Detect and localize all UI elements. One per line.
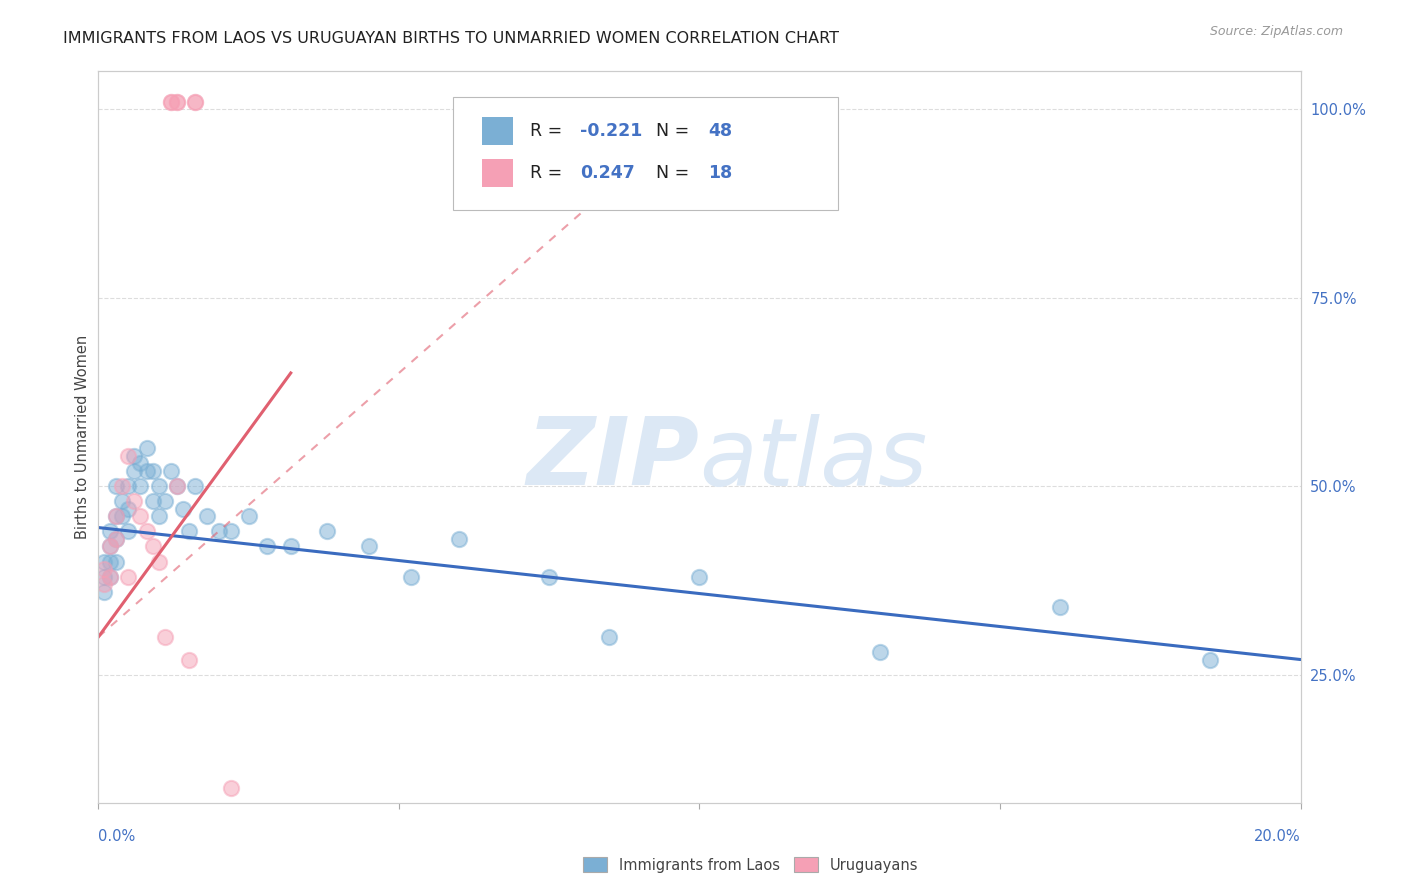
Text: atlas: atlas: [700, 414, 928, 505]
Point: [100, 540, 122, 554]
Text: Uruguayans: Uruguayans: [830, 858, 918, 872]
Point: [538, 569, 561, 583]
Point: [195, 509, 218, 524]
Text: 18: 18: [707, 164, 733, 182]
FancyBboxPatch shape: [453, 97, 838, 211]
Point: [159, 95, 181, 109]
Text: N =: N =: [657, 164, 695, 182]
Point: [399, 569, 422, 583]
Point: [117, 501, 139, 516]
Point: [100, 554, 122, 568]
Point: [93, 569, 115, 583]
Point: [148, 554, 170, 568]
Point: [111, 494, 134, 508]
Point: [177, 652, 200, 666]
Point: [166, 95, 188, 109]
Point: [166, 479, 188, 493]
Point: [135, 524, 157, 539]
Text: 48: 48: [707, 121, 733, 140]
Text: ZIP: ZIP: [527, 413, 700, 505]
Point: [208, 524, 231, 539]
Point: [124, 494, 146, 508]
Point: [93, 584, 115, 599]
Point: [124, 449, 146, 463]
Point: [148, 479, 170, 493]
Point: [124, 464, 146, 478]
Point: [100, 540, 122, 554]
Text: 0.247: 0.247: [581, 164, 636, 182]
Point: [357, 540, 380, 554]
Point: [172, 501, 194, 516]
Point: [177, 524, 200, 539]
Point: [135, 464, 157, 478]
Point: [105, 554, 128, 568]
Text: R =: R =: [530, 164, 568, 182]
Point: [153, 630, 176, 644]
Text: -0.221: -0.221: [581, 121, 643, 140]
Point: [141, 540, 163, 554]
Point: [447, 532, 470, 546]
Point: [689, 569, 711, 583]
Point: [153, 494, 176, 508]
Point: [183, 479, 205, 493]
Point: [166, 95, 188, 109]
Point: [129, 457, 152, 471]
Text: IMMIGRANTS FROM LAOS VS URUGUAYAN BIRTHS TO UNMARRIED WOMEN CORRELATION CHART: IMMIGRANTS FROM LAOS VS URUGUAYAN BIRTHS…: [63, 31, 839, 46]
Point: [135, 442, 157, 456]
Point: [111, 479, 134, 493]
FancyBboxPatch shape: [482, 117, 513, 145]
FancyBboxPatch shape: [482, 159, 513, 187]
Point: [105, 479, 128, 493]
Point: [141, 494, 163, 508]
Text: Source: ZipAtlas.com: Source: ZipAtlas.com: [1209, 25, 1343, 38]
Text: N =: N =: [657, 121, 695, 140]
Point: [117, 569, 139, 583]
Point: [219, 780, 242, 795]
Point: [159, 464, 181, 478]
Point: [1049, 599, 1071, 614]
Point: [183, 95, 205, 109]
Point: [129, 479, 152, 493]
Point: [93, 577, 115, 591]
Point: [159, 95, 181, 109]
Point: [100, 524, 122, 539]
Text: Immigrants from Laos: Immigrants from Laos: [619, 858, 780, 872]
Point: [117, 479, 139, 493]
Point: [100, 569, 122, 583]
Point: [117, 449, 139, 463]
Point: [105, 532, 128, 546]
Point: [598, 630, 620, 644]
Point: [183, 95, 205, 109]
Text: 0.0%: 0.0%: [98, 830, 135, 844]
Point: [238, 509, 260, 524]
Point: [111, 509, 134, 524]
Point: [148, 509, 170, 524]
Point: [219, 524, 242, 539]
Point: [315, 524, 337, 539]
Point: [105, 532, 128, 546]
Point: [93, 562, 115, 576]
Point: [105, 509, 128, 524]
Point: [100, 569, 122, 583]
Point: [105, 509, 128, 524]
Point: [93, 554, 115, 568]
Point: [256, 540, 278, 554]
Point: [280, 540, 302, 554]
Point: [117, 524, 139, 539]
Point: [166, 479, 188, 493]
Text: 20.0%: 20.0%: [1254, 830, 1301, 844]
Point: [1199, 652, 1222, 666]
Point: [141, 464, 163, 478]
Text: R =: R =: [530, 121, 568, 140]
Y-axis label: Births to Unmarried Women: Births to Unmarried Women: [75, 335, 90, 539]
Point: [129, 509, 152, 524]
Point: [869, 645, 891, 659]
